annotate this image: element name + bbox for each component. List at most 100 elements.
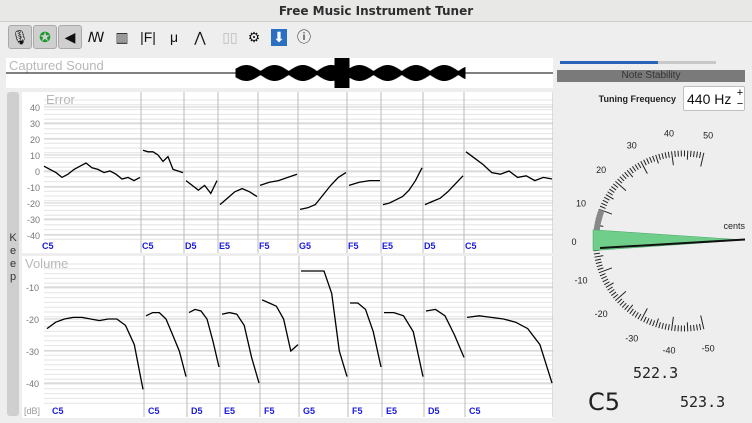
curve-segment xyxy=(142,149,184,174)
gauge-tick xyxy=(594,258,602,261)
y-tick-label: 30 xyxy=(30,119,40,129)
curve-segment xyxy=(301,270,348,377)
gauge-label: 20 xyxy=(596,165,606,175)
gauge-label: -20 xyxy=(595,309,608,319)
increment-button[interactable]: + xyxy=(736,87,744,99)
gauge-tick xyxy=(603,196,610,201)
gauge-tick xyxy=(696,151,698,158)
error-graph-title: Error xyxy=(46,92,75,107)
waveform-button[interactable]: ꟿ xyxy=(84,25,108,49)
info-icon: ⓘ xyxy=(297,29,311,45)
gauge-tick xyxy=(646,317,650,324)
tuning-fork-button[interactable]: ✪ xyxy=(33,25,57,49)
gauge-tick xyxy=(671,316,674,331)
save-icon: ⬇ xyxy=(271,28,287,46)
gauge-label: -50 xyxy=(702,344,715,354)
gauge-tick xyxy=(594,224,604,227)
gauge-tick xyxy=(655,318,659,328)
gauge-tick xyxy=(610,186,617,191)
tuning-frequency-spinbox[interactable]: 440 Hz + − xyxy=(683,86,745,111)
gauge-tick xyxy=(699,323,702,330)
gauge-tick xyxy=(617,298,623,304)
pause-button[interactable]: ▯▯ xyxy=(218,25,242,49)
y-tick-label: -20 xyxy=(26,315,39,325)
gauge-tick xyxy=(615,181,627,191)
gauge-tick xyxy=(646,158,650,165)
gauge-tick xyxy=(637,162,642,169)
captured-sound-title: Captured Sound xyxy=(9,58,104,73)
unit-label: [dB] xyxy=(24,406,40,416)
detected-note: C5 xyxy=(588,388,621,416)
gauge-label: -40 xyxy=(663,346,676,356)
keep-button[interactable]: Keep xyxy=(7,92,19,416)
gauge-tick xyxy=(602,278,609,283)
measured-frequency: 522.3 xyxy=(633,364,679,382)
gauge-tick xyxy=(598,208,613,215)
gauge-tick xyxy=(595,261,602,265)
gauge-tick xyxy=(649,156,653,163)
spectrum-icon: ▥ xyxy=(115,28,129,45)
curve-segment xyxy=(299,172,347,211)
gauge-tick xyxy=(595,217,602,221)
gauge-tick xyxy=(634,164,639,170)
formant-icon: |F| xyxy=(140,29,156,45)
gauge-tick xyxy=(652,155,656,162)
curve-segment xyxy=(219,187,258,206)
gauge-tick xyxy=(652,320,656,327)
gauge-tick xyxy=(643,159,647,166)
gauge-tick xyxy=(658,153,661,160)
gauge-tick xyxy=(593,227,600,230)
tuning-frequency-label: Tuning Frequency xyxy=(598,94,676,104)
microphone-button[interactable]: 🎙 xyxy=(8,25,32,49)
tuning-frequency-value[interactable]: 440 Hz xyxy=(687,91,732,107)
note-label: E5 xyxy=(219,241,230,251)
gauge-tick xyxy=(609,289,615,294)
level-progress-bar xyxy=(560,61,716,64)
settings-gear-button[interactable]: ⚙ xyxy=(242,25,266,49)
gaussian-button[interactable]: ⋀ xyxy=(188,25,212,49)
curve-segment xyxy=(425,308,465,358)
spectrum-button[interactable]: ▥ xyxy=(110,25,134,49)
gauge-tick xyxy=(661,152,664,160)
info-button[interactable]: ⓘ xyxy=(292,25,316,49)
gauge-tick xyxy=(664,323,667,330)
save-button[interactable]: ⬇ xyxy=(267,25,291,49)
reference-frequency: 523.3 xyxy=(680,393,726,411)
y-tick-label: 10 xyxy=(30,151,40,161)
note-label: D5 xyxy=(191,406,203,416)
decrement-button[interactable]: − xyxy=(736,98,744,110)
speaker-icon: ◀ xyxy=(64,28,76,45)
note-label: F5 xyxy=(352,406,363,416)
curve-segment xyxy=(424,175,464,206)
gauge-tick xyxy=(615,291,627,301)
gauge-tick xyxy=(671,151,674,166)
gauge-label: 0 xyxy=(571,237,576,247)
gauge-tick xyxy=(637,313,642,320)
y-tick-label: -30 xyxy=(27,215,40,225)
gauge-label: 40 xyxy=(664,128,674,138)
gauge-label: -30 xyxy=(625,334,638,344)
note-label: C5 xyxy=(469,406,481,416)
gauge-tick xyxy=(649,319,653,326)
gauge-tick xyxy=(674,150,676,157)
y-tick-label: -10 xyxy=(27,183,40,193)
gauge-tick xyxy=(599,273,606,277)
curve-segment xyxy=(46,316,144,390)
microtonal-button[interactable]: μ xyxy=(162,25,186,49)
gauge-tick xyxy=(629,167,634,174)
gauge-tick xyxy=(674,325,676,332)
gauge-tick xyxy=(667,324,670,331)
gauge-tick xyxy=(640,161,648,174)
y-tick-label: -40 xyxy=(27,231,40,241)
window-title: Free Music Instrument Tuner xyxy=(0,0,752,22)
formant-button[interactable]: |F| xyxy=(136,25,160,49)
gauge-tick xyxy=(699,152,702,159)
settings-gear-icon: ⚙ xyxy=(247,28,261,45)
curve-segment xyxy=(145,311,187,377)
gauge-label: -10 xyxy=(574,276,587,286)
gauge-tick xyxy=(598,267,613,274)
y-tick-label: -20 xyxy=(27,199,40,209)
speaker-button[interactable]: ◀ xyxy=(58,25,82,49)
curve-segment xyxy=(466,315,553,384)
gauge-tick xyxy=(640,308,648,321)
